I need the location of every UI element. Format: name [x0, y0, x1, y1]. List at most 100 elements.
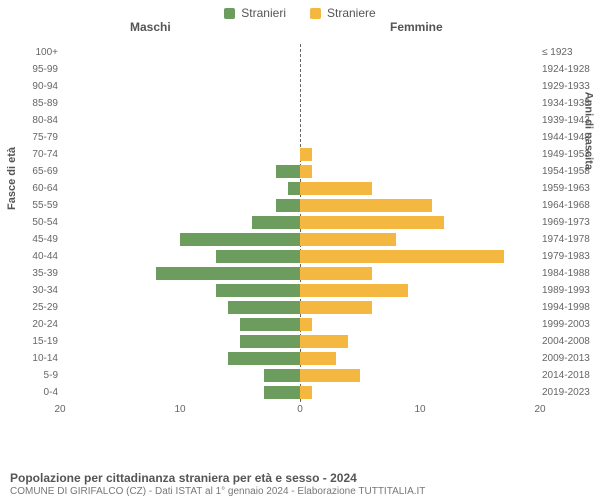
chart-row: 80-841939-1943: [60, 112, 540, 129]
chart-row: 45-491974-1978: [60, 231, 540, 248]
birth-year-label: 1999-2003: [542, 319, 598, 330]
chart-row: 90-941929-1933: [60, 78, 540, 95]
age-label: 40-44: [14, 251, 58, 262]
birth-year-label: 1924-1928: [542, 64, 598, 75]
age-label: 80-84: [14, 115, 58, 126]
chart-row: 5-92014-2018: [60, 367, 540, 384]
bar-male: [228, 352, 300, 365]
bar-male-wrap: [60, 80, 300, 93]
legend-label-female: Straniere: [327, 6, 376, 20]
chart-row: 85-891934-1938: [60, 95, 540, 112]
bar-female: [300, 301, 372, 314]
bar-female-wrap: [300, 199, 540, 212]
bar-male-wrap: [60, 386, 300, 399]
bar-male: [180, 233, 300, 246]
bar-female: [300, 165, 312, 178]
birth-year-label: 1989-1993: [542, 285, 598, 296]
chart-row: 40-441979-1983: [60, 248, 540, 265]
bar-female: [300, 284, 408, 297]
chart-row: 100+≤ 1923: [60, 44, 540, 61]
chart-row: 95-991924-1928: [60, 61, 540, 78]
birth-year-label: 1984-1988: [542, 268, 598, 279]
bar-male-wrap: [60, 165, 300, 178]
bar-male-wrap: [60, 131, 300, 144]
bar-female: [300, 233, 396, 246]
legend: Stranieri Straniere: [0, 0, 600, 20]
x-tick: 20: [54, 404, 65, 415]
birth-year-label: 1994-1998: [542, 302, 598, 313]
birth-year-label: 1934-1938: [542, 98, 598, 109]
birth-year-label: 1949-1953: [542, 149, 598, 160]
bar-female-wrap: [300, 182, 540, 195]
header-female: Femmine: [390, 20, 443, 34]
bar-male: [156, 267, 300, 280]
bar-male-wrap: [60, 369, 300, 382]
bar-female-wrap: [300, 233, 540, 246]
bar-female-wrap: [300, 335, 540, 348]
x-tick: 10: [414, 404, 425, 415]
birth-year-label: 1939-1943: [542, 115, 598, 126]
bar-female-wrap: [300, 250, 540, 263]
x-tick: 0: [297, 404, 303, 415]
bar-female: [300, 250, 504, 263]
footer-subtitle: COMUNE DI GIRIFALCO (CZ) - Dati ISTAT al…: [10, 486, 425, 497]
age-label: 65-69: [14, 166, 58, 177]
birth-year-label: 1959-1963: [542, 183, 598, 194]
bar-female-wrap: [300, 267, 540, 280]
bar-male-wrap: [60, 335, 300, 348]
age-label: 45-49: [14, 234, 58, 245]
bar-male-wrap: [60, 148, 300, 161]
legend-swatch-female: [310, 8, 321, 19]
bar-male-wrap: [60, 250, 300, 263]
bar-female-wrap: [300, 46, 540, 59]
chart-row: 30-341989-1993: [60, 282, 540, 299]
bar-male-wrap: [60, 301, 300, 314]
chart-row: 20-241999-2003: [60, 316, 540, 333]
age-label: 60-64: [14, 183, 58, 194]
age-label: 70-74: [14, 149, 58, 160]
chart-row: 50-541969-1973: [60, 214, 540, 231]
bar-female-wrap: [300, 165, 540, 178]
chart-row: 75-791944-1948: [60, 129, 540, 146]
bar-female: [300, 216, 444, 229]
bar-female: [300, 267, 372, 280]
bar-male: [264, 386, 300, 399]
bar-female-wrap: [300, 318, 540, 331]
x-tick: 20: [534, 404, 545, 415]
chart-row: 15-192004-2008: [60, 333, 540, 350]
legend-label-male: Stranieri: [241, 6, 286, 20]
bar-male: [276, 165, 300, 178]
age-label: 75-79: [14, 132, 58, 143]
x-tick: 10: [174, 404, 185, 415]
bar-female-wrap: [300, 63, 540, 76]
bar-female-wrap: [300, 114, 540, 127]
chart-row: 25-291994-1998: [60, 299, 540, 316]
bar-male: [276, 199, 300, 212]
age-label: 85-89: [14, 98, 58, 109]
birth-year-label: ≤ 1923: [542, 47, 598, 58]
birth-year-label: 1944-1948: [542, 132, 598, 143]
bar-female-wrap: [300, 369, 540, 382]
column-headers: Maschi Femmine: [0, 20, 600, 40]
age-label: 90-94: [14, 81, 58, 92]
legend-swatch-male: [224, 8, 235, 19]
age-label: 25-29: [14, 302, 58, 313]
bar-male-wrap: [60, 233, 300, 246]
chart-row: 65-691954-1958: [60, 163, 540, 180]
chart-row: 60-641959-1963: [60, 180, 540, 197]
bar-female-wrap: [300, 301, 540, 314]
bar-female: [300, 318, 312, 331]
bar-female: [300, 199, 432, 212]
bar-female: [300, 335, 348, 348]
bar-female-wrap: [300, 131, 540, 144]
bar-male: [264, 369, 300, 382]
bar-female: [300, 182, 372, 195]
bar-male: [228, 301, 300, 314]
bar-male-wrap: [60, 284, 300, 297]
bar-female-wrap: [300, 386, 540, 399]
chart-rows: 100+≤ 192395-991924-192890-941929-193385…: [60, 44, 540, 401]
age-label: 55-59: [14, 200, 58, 211]
birth-year-label: 2014-2018: [542, 370, 598, 381]
bar-female-wrap: [300, 80, 540, 93]
chart-row: 0-42019-2023: [60, 384, 540, 401]
